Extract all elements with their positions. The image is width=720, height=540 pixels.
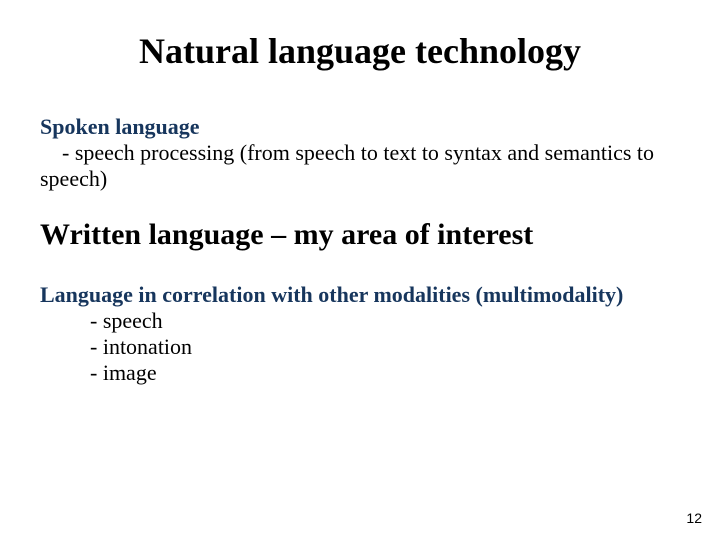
slide: Natural language technology Spoken langu… [0,0,720,540]
section-spoken-language: Spoken language - speech processing (fro… [40,114,680,192]
multimodality-heading: Language in correlation with other modal… [40,282,623,307]
multimodality-bullets: - speech - intonation - image [40,308,680,386]
spoken-language-heading: Spoken language [40,114,200,139]
spoken-language-body: - speech processing (from speech to text… [40,140,654,191]
written-language-heading: Written language – my area of interest [40,218,680,252]
bullet-item: - image [40,360,680,386]
page-number: 12 [686,510,702,526]
bullet-item: - intonation [40,334,680,360]
bullet-item: - speech [40,308,680,334]
section-multimodality: Language in correlation with other modal… [40,282,680,386]
slide-title: Natural language technology [40,30,680,72]
